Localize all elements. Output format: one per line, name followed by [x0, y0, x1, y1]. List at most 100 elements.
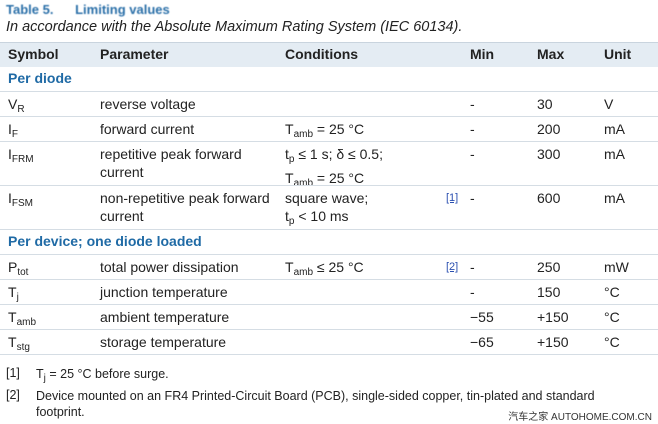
column-header: Max — [537, 46, 565, 62]
column-header: Min — [470, 46, 495, 62]
text: I — [8, 121, 12, 137]
row-divider — [0, 304, 658, 305]
row-divider — [0, 185, 658, 186]
max-cell: 150 — [537, 284, 561, 300]
text: t — [285, 208, 289, 224]
text-line: Tstg — [8, 333, 98, 357]
subscript: amb — [293, 267, 314, 278]
symbol-cell: Tamb — [8, 308, 98, 332]
text-line: Tamb — [8, 308, 98, 332]
conditions-cell: tp ≤ 1 s; δ ≤ 0.5; Tamb = 25 °C — [285, 145, 445, 193]
max-cell: 300 — [537, 146, 561, 162]
unit-cell: mA — [604, 121, 625, 137]
subscript: stg — [16, 342, 30, 353]
subscript: j — [16, 292, 19, 303]
max-cell: 600 — [537, 190, 561, 206]
footnote-text: Device mounted on an FR4 Printed-Circuit… — [36, 389, 595, 419]
subscript: R — [17, 104, 25, 115]
text-line: Ptot — [8, 258, 98, 282]
text: T — [285, 170, 294, 186]
subscript: tot — [17, 267, 29, 278]
symbol-cell: Ptot — [8, 258, 98, 282]
text: T — [285, 121, 294, 137]
unit-cell: °C — [604, 284, 620, 300]
symbol-cell: IF — [8, 120, 98, 144]
row-divider — [0, 116, 658, 117]
min-cell: −55 — [470, 309, 494, 325]
column-header: Symbol — [8, 46, 59, 62]
row-divider — [0, 279, 658, 280]
text: T — [285, 259, 294, 275]
symbol-cell: VR — [8, 95, 98, 119]
min-cell: −65 — [470, 334, 494, 350]
max-cell: +150 — [537, 334, 569, 350]
parameter-cell: total power dissipation — [100, 259, 239, 275]
subscript: F — [11, 129, 18, 140]
max-cell: +150 — [537, 309, 569, 325]
text: = 25 °C before surge. — [45, 367, 169, 381]
conditions-cell: Tamb = 25 °C — [285, 120, 445, 144]
text-line: tp < 10 ms — [285, 207, 445, 231]
symbol-cell: IFSM — [8, 189, 98, 213]
note-cell: [2] — [446, 261, 459, 273]
text-line: square wave; — [285, 189, 445, 207]
max-cell: 30 — [537, 96, 553, 112]
min-cell: - — [470, 96, 475, 112]
subscript: FRM — [11, 154, 34, 165]
footnote-text: Tj = 25 °C before surge. — [36, 366, 646, 387]
column-header: Unit — [604, 46, 632, 62]
text-line: IF — [8, 120, 98, 144]
row-divider — [0, 329, 658, 330]
text: T — [36, 367, 44, 381]
text: T — [8, 334, 17, 350]
unit-cell: mW — [604, 259, 629, 275]
column-header: Conditions — [285, 46, 359, 62]
header-row — [0, 42, 658, 67]
symbol-cell: Tj — [8, 283, 98, 307]
conditions-cell: square wave; tp < 10 ms — [285, 189, 445, 231]
unit-cell: mA — [604, 146, 625, 162]
max-cell: 200 — [537, 121, 561, 137]
row-divider — [0, 354, 658, 355]
subscript: amb — [16, 317, 37, 328]
min-cell: - — [470, 284, 475, 300]
unit-cell: mA — [604, 190, 625, 206]
text: < 10 ms — [294, 208, 349, 224]
footnote-label: [1] — [6, 366, 20, 380]
parameter-cell: repetitive peak forward current — [100, 146, 242, 180]
row-divider — [0, 141, 658, 142]
text: t — [285, 146, 289, 162]
text: I — [8, 146, 12, 162]
text-line: Tj = 25 °C before surge. — [36, 366, 646, 387]
watermark: 汽车之家 AUTOHOME.COM.CN — [508, 412, 652, 423]
text-line: IFSM — [8, 189, 98, 213]
min-cell: - — [470, 121, 475, 137]
parameter-cell: non-repetitive peak forward current — [100, 190, 270, 224]
text-line: Tamb ≤ 25 °C — [285, 258, 445, 282]
row-divider — [0, 91, 658, 92]
subscript: amb — [293, 178, 314, 189]
text: I — [8, 190, 12, 206]
footnote-label: [2] — [6, 388, 20, 402]
min-cell: - — [470, 146, 475, 162]
subscript: p — [288, 154, 295, 165]
unit-cell: °C — [604, 309, 620, 325]
subscript: amb — [293, 129, 314, 140]
text: P — [8, 259, 18, 275]
text: ≤ 25 °C — [313, 259, 364, 275]
text: V — [8, 96, 18, 112]
text: T — [8, 309, 17, 325]
text: = 25 °C — [313, 121, 365, 137]
subscript: FSM — [11, 198, 33, 209]
parameter-cell: junction temperature — [100, 284, 228, 300]
section-label: Per device; one diode loaded — [8, 233, 202, 249]
subscript: j — [43, 373, 46, 384]
max-cell: 250 — [537, 259, 561, 275]
text-line: Tj — [8, 283, 98, 307]
note-cell: [1] — [446, 192, 459, 204]
parameter-cell: ambient temperature — [100, 309, 230, 325]
table-subtitle: In accordance with the Absolute Maximum … — [6, 19, 463, 35]
parameter-cell: storage temperature — [100, 334, 227, 350]
parameter-cell: reverse voltage — [100, 96, 196, 112]
subscript: p — [288, 216, 295, 227]
